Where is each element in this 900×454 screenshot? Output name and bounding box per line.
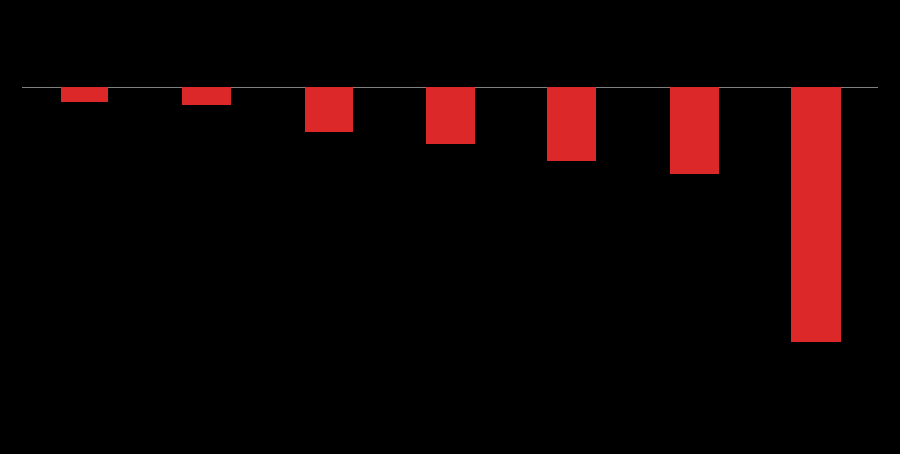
bar-1[interactable] (61, 87, 108, 102)
bar-5[interactable] (547, 87, 596, 161)
bar-6[interactable] (670, 87, 719, 174)
bar-3[interactable] (305, 87, 353, 132)
bar-2[interactable] (182, 87, 231, 105)
bar-4[interactable] (426, 87, 475, 144)
bar-7[interactable] (791, 87, 841, 342)
